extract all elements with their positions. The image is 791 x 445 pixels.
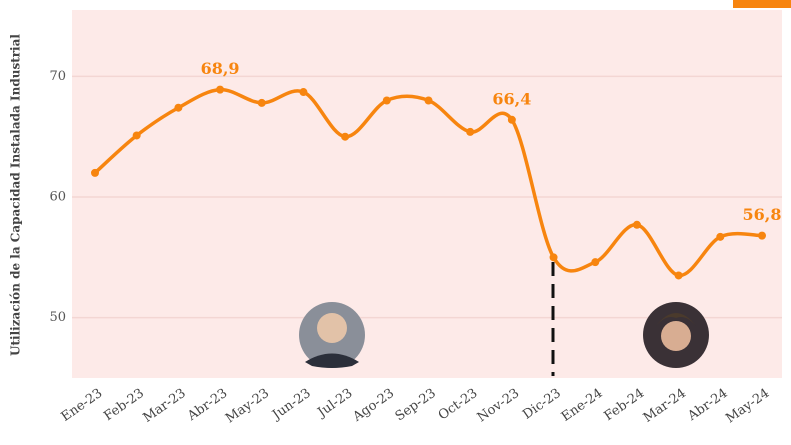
point (382, 96, 391, 105)
point (132, 131, 141, 140)
x-tick-label: Abr-24 (684, 386, 730, 425)
value-label: 66,4 (492, 89, 531, 108)
point (632, 220, 641, 229)
portrait-left (299, 302, 365, 368)
point (299, 88, 308, 97)
point (91, 168, 99, 177)
corner-accent (733, 0, 791, 8)
x-tick-label: Mar-24 (641, 386, 689, 426)
point (716, 232, 725, 241)
x-tick-label: Jul-23 (313, 386, 355, 422)
y-axis-label: Utilización de la Capacidad Instalada In… (9, 34, 23, 356)
x-tick-label: Dic-23 (520, 386, 564, 423)
portrait-right (643, 302, 709, 368)
x-tick-label: Feb-23 (101, 386, 147, 424)
point (758, 231, 766, 240)
point (174, 103, 183, 112)
y-tick-label: 60 (49, 190, 66, 205)
point (591, 258, 600, 267)
x-tick-label: Ene-24 (559, 386, 606, 425)
x-tick-label: Feb-24 (602, 386, 648, 424)
x-tick-label: Oct-23 (436, 386, 481, 424)
point (257, 98, 266, 107)
value-label: 56,8 (743, 205, 782, 224)
series: 68,9 66,4 56,8 (91, 59, 782, 280)
y-tick-label: 70 (49, 69, 66, 84)
point (341, 132, 350, 141)
value-label: 68,9 (201, 59, 240, 78)
point (466, 127, 475, 136)
x-tick-label: Nov-23 (475, 386, 523, 426)
point (674, 271, 683, 280)
x-tick-label: Sep-23 (393, 386, 439, 425)
point (549, 253, 558, 262)
x-tick-label: May-23 (223, 386, 272, 427)
x-tick-label: Abr-23 (184, 386, 230, 425)
point (216, 85, 225, 94)
y-tick-label: 50 (49, 310, 66, 325)
point (507, 115, 516, 124)
point (424, 96, 433, 105)
x-tick-label: Ago-23 (350, 386, 398, 426)
x-tick-label: May-24 (723, 386, 772, 427)
x-tick-label: Ene-23 (59, 386, 106, 425)
x-tick-label: Jun-23 (268, 386, 313, 424)
x-tick-label: Mar-23 (141, 386, 189, 426)
